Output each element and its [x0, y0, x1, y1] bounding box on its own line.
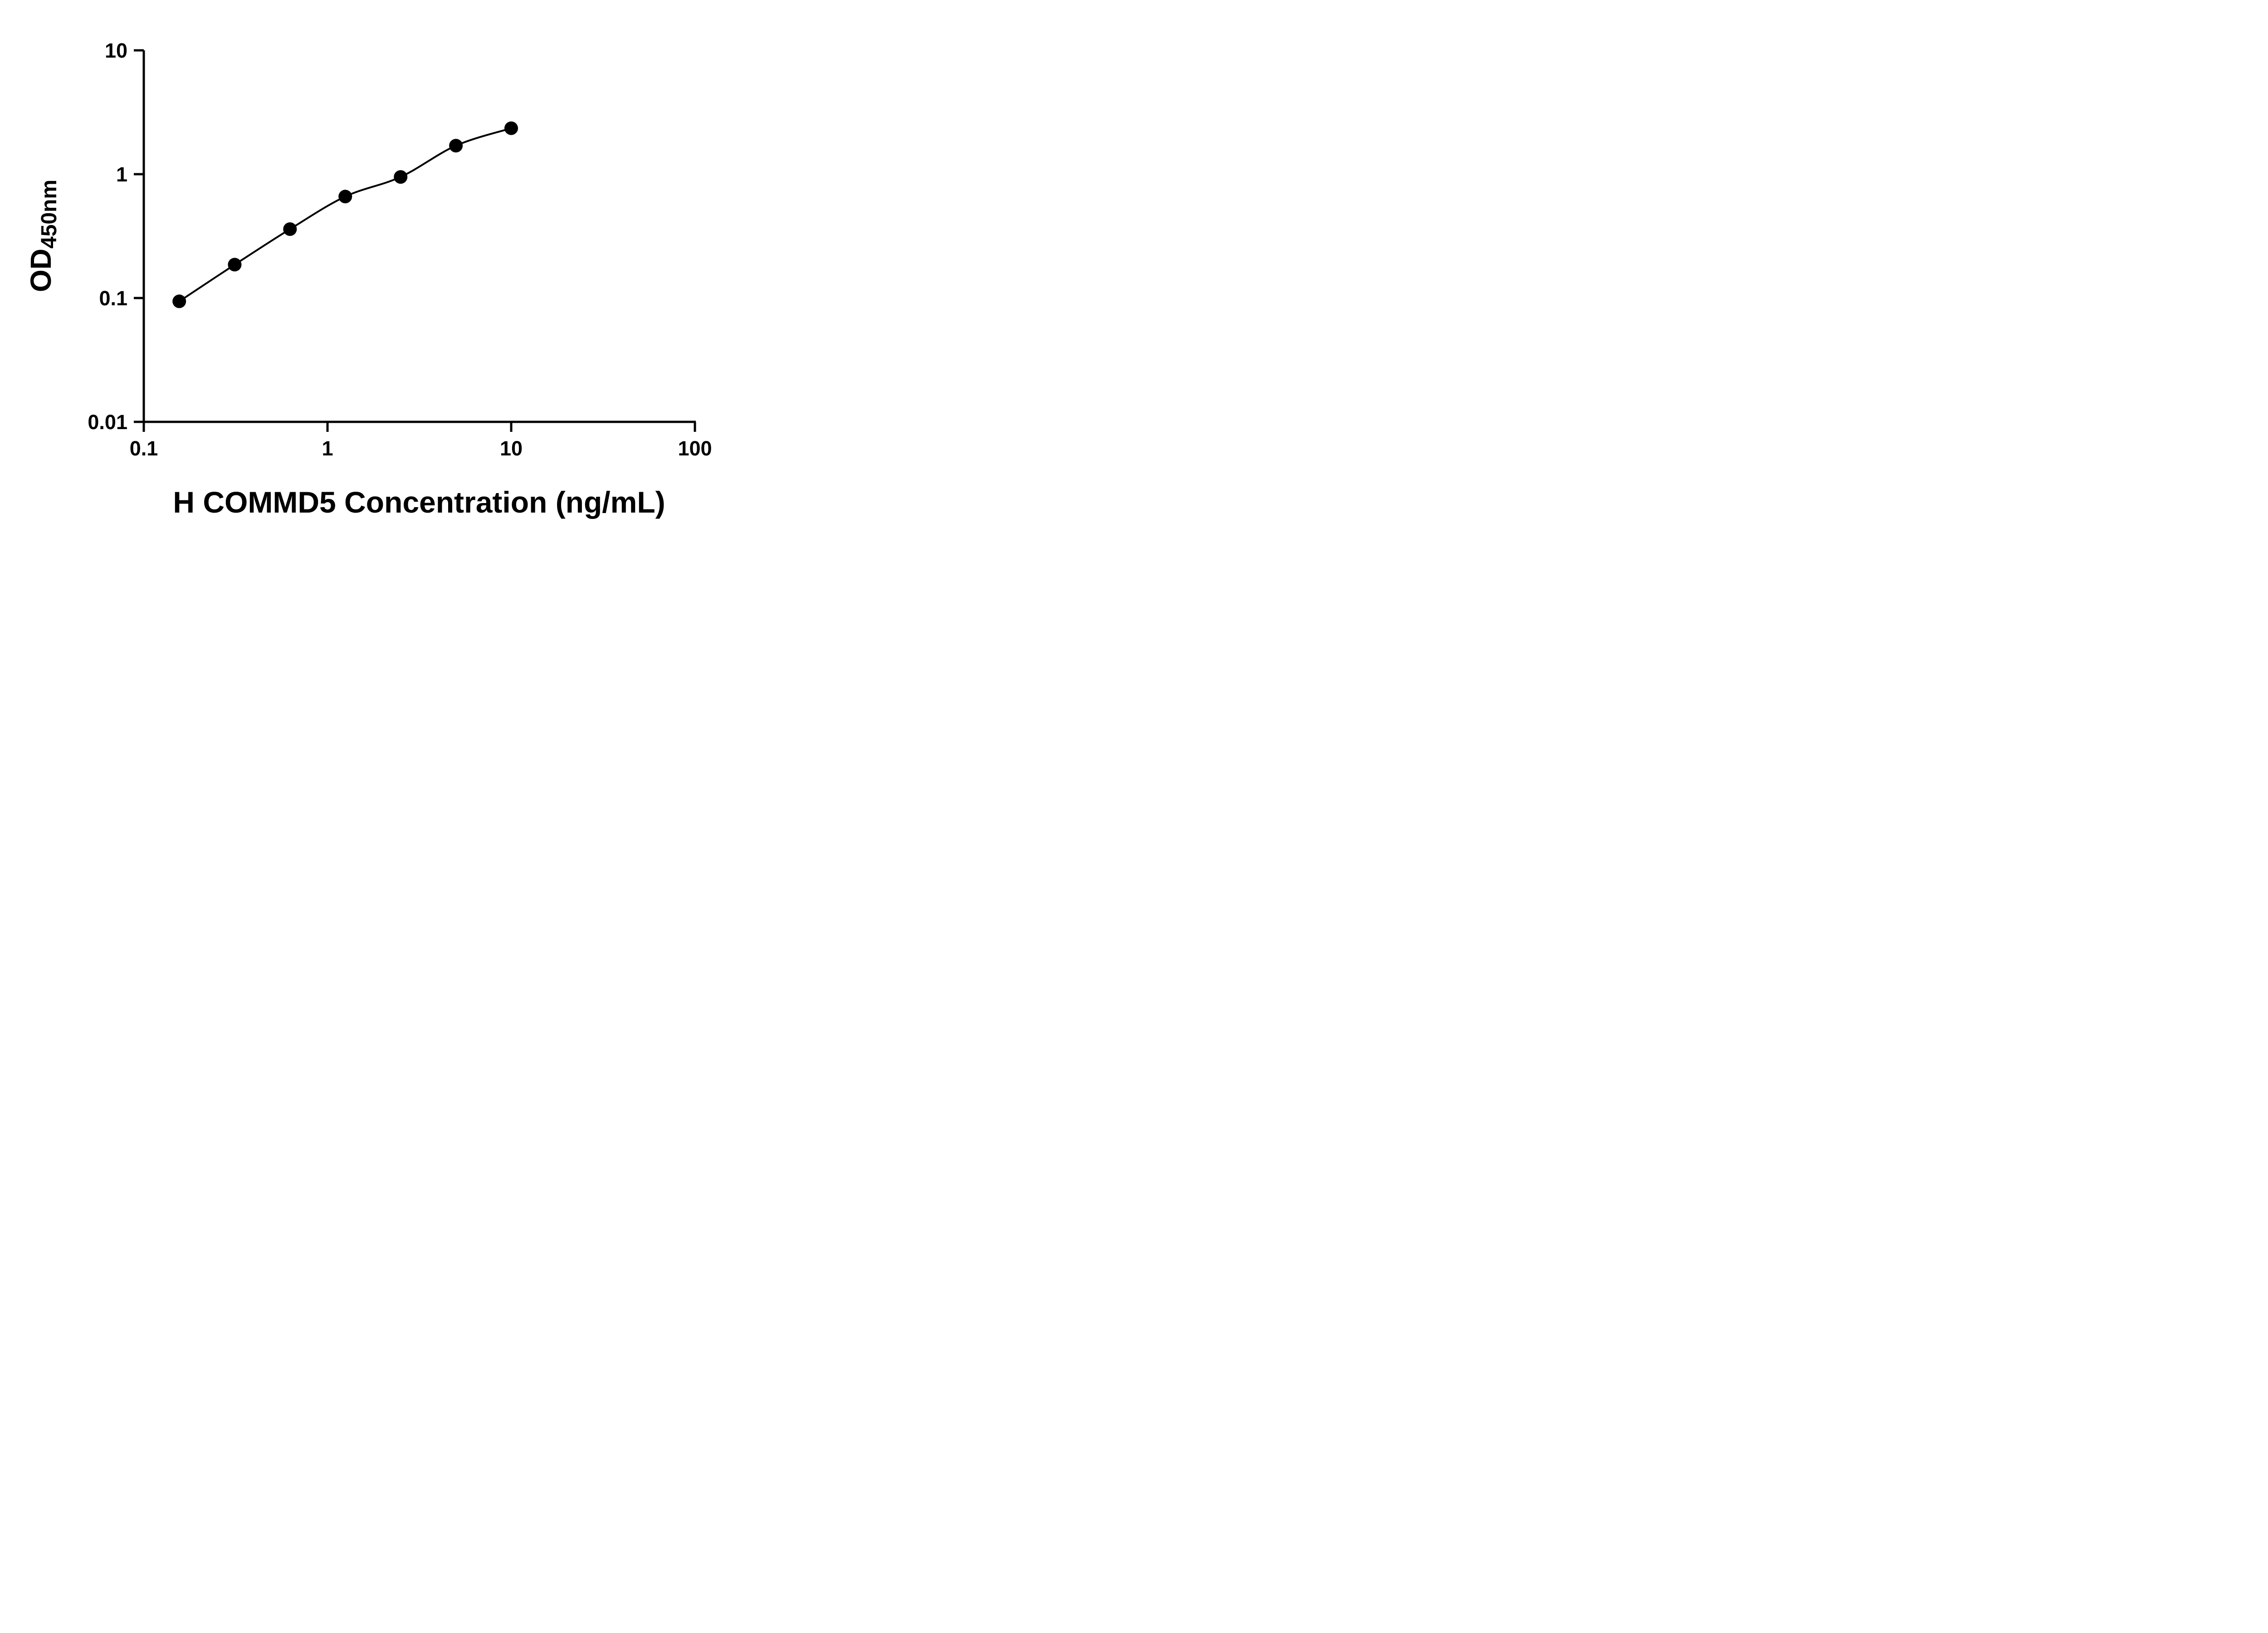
data-point: [338, 190, 352, 204]
elisa-standard-curve-figure: 0.1 1 10 100 0.01 0.1 1 10 H COMMD5 Concentrati…: [0, 0, 774, 544]
y-tick-label: 10: [105, 39, 127, 62]
data-point: [228, 258, 242, 272]
data-point: [172, 294, 186, 308]
data-point: [449, 139, 463, 153]
y-tick-label: 0.1: [99, 287, 127, 310]
x-tick-label: 1: [322, 437, 333, 460]
y-tick-label: 0.01: [88, 411, 127, 434]
x-tick-label: 10: [500, 437, 523, 460]
x-axis-title: H COMMD5 Concentration (ng/mL): [173, 485, 665, 519]
x-tick-label: 100: [678, 437, 712, 460]
data-point: [394, 170, 408, 184]
y-axis-title: OD450nm: [24, 180, 61, 292]
data-point: [283, 222, 297, 236]
x-tick-label: 0.1: [130, 437, 158, 460]
data-point: [504, 121, 518, 135]
y-axis-title-sub: 450nm: [37, 180, 61, 249]
fit-curve: [179, 127, 512, 302]
y-axis-title-main: OD: [24, 249, 57, 292]
y-tick-label: 1: [116, 163, 127, 186]
